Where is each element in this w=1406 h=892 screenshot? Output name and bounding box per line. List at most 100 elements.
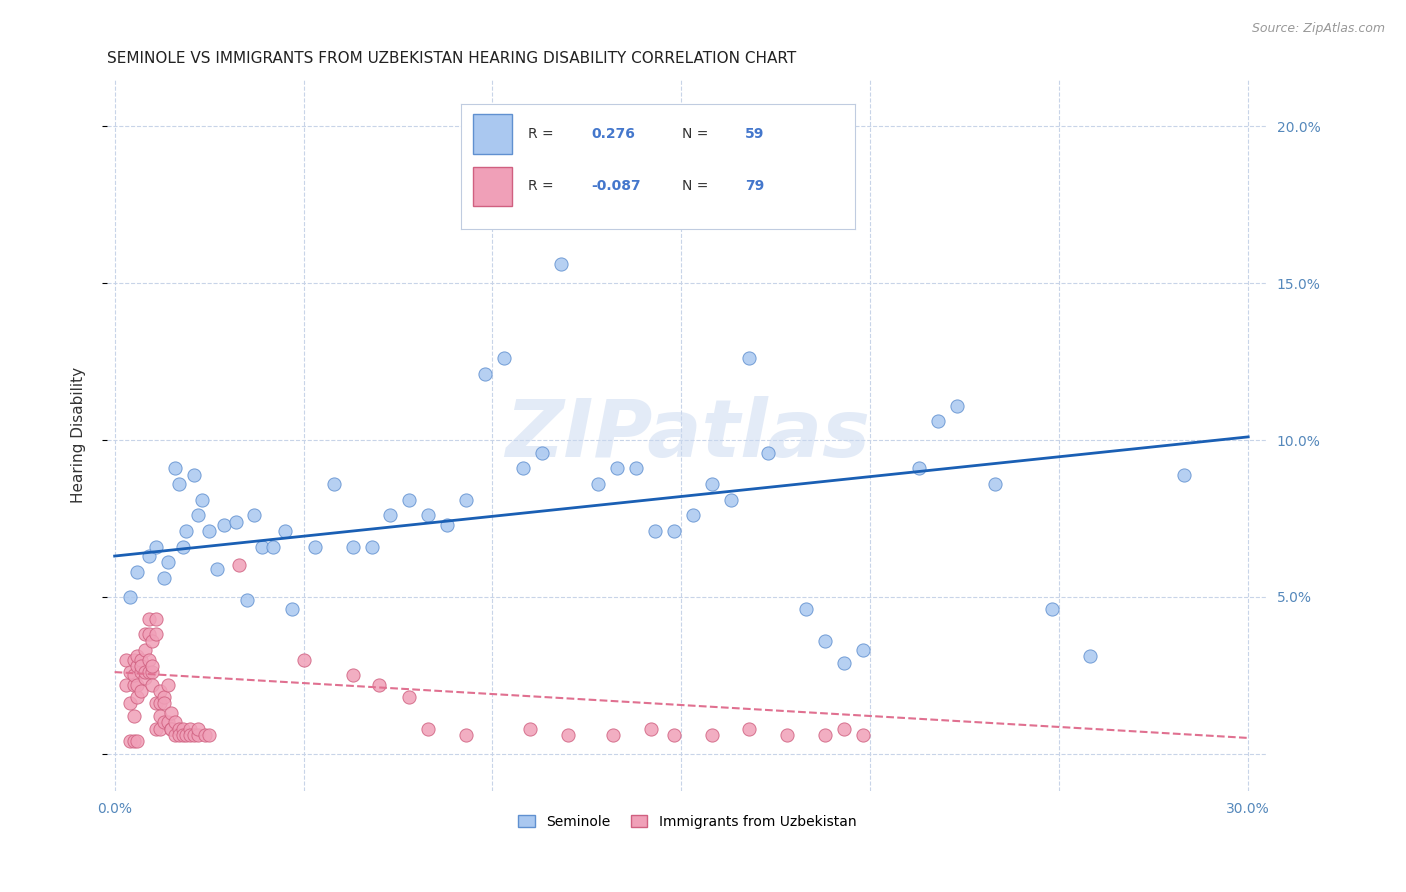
Point: [156, 555, 179, 569]
Legend: Seminole, Immigrants from Uzbekistan: Seminole, Immigrants from Uzbekistan: [512, 809, 862, 834]
Point: [160, 722, 183, 736]
Point: [519, 722, 541, 736]
Point: [152, 715, 174, 730]
Point: [530, 445, 553, 459]
Point: [134, 627, 156, 641]
Point: [145, 722, 167, 736]
Point: [492, 351, 515, 366]
Point: [776, 728, 799, 742]
Point: [474, 367, 496, 381]
Point: [190, 492, 212, 507]
Point: [176, 728, 198, 742]
Point: [127, 649, 149, 664]
Point: [167, 728, 190, 742]
Point: [662, 524, 685, 538]
Point: [134, 643, 156, 657]
Point: [194, 728, 217, 742]
Point: [454, 492, 477, 507]
Point: [118, 697, 141, 711]
Point: [738, 351, 761, 366]
Point: [134, 665, 156, 679]
Point: [1040, 602, 1063, 616]
Point: [342, 540, 364, 554]
Point: [588, 477, 610, 491]
Point: [122, 734, 145, 748]
Point: [662, 728, 685, 742]
Point: [138, 612, 160, 626]
Point: [156, 715, 179, 730]
Point: [1078, 649, 1101, 664]
Point: [602, 728, 624, 742]
Point: [262, 540, 284, 554]
Point: [418, 722, 440, 736]
Point: [122, 668, 145, 682]
Point: [700, 728, 723, 742]
Point: [138, 549, 160, 563]
Point: [1173, 467, 1195, 482]
Point: [250, 540, 273, 554]
Point: [832, 722, 855, 736]
Point: [304, 540, 326, 554]
Point: [436, 517, 458, 532]
Point: [183, 728, 205, 742]
Point: [738, 722, 761, 736]
Point: [160, 706, 183, 720]
Point: [165, 461, 187, 475]
Point: [756, 445, 779, 459]
Point: [127, 734, 149, 748]
Point: [187, 508, 209, 523]
Point: [550, 257, 572, 271]
Point: [165, 728, 187, 742]
Point: [398, 690, 420, 705]
Point: [145, 627, 167, 641]
Point: [187, 728, 209, 742]
Point: [814, 728, 837, 742]
Point: [129, 658, 152, 673]
Point: [138, 652, 160, 666]
Point: [946, 399, 969, 413]
Point: [122, 709, 145, 723]
Point: [167, 477, 190, 491]
Text: SEMINOLE VS IMMIGRANTS FROM UZBEKISTAN HEARING DISABILITY CORRELATION CHART: SEMINOLE VS IMMIGRANTS FROM UZBEKISTAN H…: [107, 51, 796, 66]
Point: [141, 678, 163, 692]
Point: [152, 571, 174, 585]
Point: [852, 728, 875, 742]
Point: [273, 524, 295, 538]
Point: [212, 517, 235, 532]
Point: [179, 722, 201, 736]
Point: [149, 709, 172, 723]
Point: [225, 515, 247, 529]
Point: [292, 652, 315, 666]
Point: [122, 652, 145, 666]
Point: [205, 561, 228, 575]
Point: [624, 461, 647, 475]
Point: [127, 658, 149, 673]
Point: [198, 524, 221, 538]
Point: [118, 590, 141, 604]
Point: [145, 697, 167, 711]
Point: [236, 593, 259, 607]
Point: [149, 684, 172, 698]
Point: [198, 728, 221, 742]
Point: [156, 678, 179, 692]
Point: [129, 665, 152, 679]
Point: [281, 602, 304, 616]
Point: [152, 697, 174, 711]
Point: [682, 508, 704, 523]
Point: [141, 633, 163, 648]
Point: [145, 612, 167, 626]
Point: [141, 658, 163, 673]
Point: [814, 633, 837, 648]
Point: [134, 671, 156, 685]
Point: [700, 477, 723, 491]
Point: [832, 656, 855, 670]
Point: [115, 652, 138, 666]
Point: [127, 565, 149, 579]
Point: [167, 722, 190, 736]
Point: [720, 492, 742, 507]
Point: [454, 728, 477, 742]
Point: [138, 665, 160, 679]
Point: [141, 665, 163, 679]
Point: [342, 668, 364, 682]
Point: [360, 540, 382, 554]
